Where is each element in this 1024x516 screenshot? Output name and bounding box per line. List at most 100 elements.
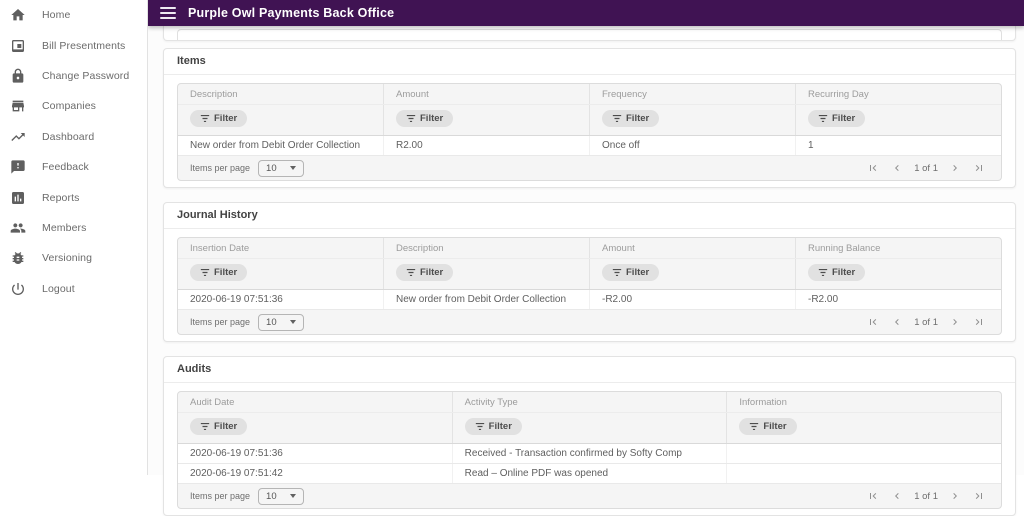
page-status: 1 of 1: [914, 490, 938, 502]
items-table: Description Amount Frequency Recurring D…: [177, 83, 1002, 181]
lock-icon: [9, 67, 26, 84]
last-page-button[interactable]: [967, 488, 991, 504]
sidebar-item-change-password[interactable]: Change Password: [0, 61, 147, 91]
column-header: Recurring Day: [808, 89, 869, 100]
last-page-button[interactable]: [967, 314, 991, 330]
table-row: New order from Debit Order Collection R2…: [178, 136, 1001, 156]
items-per-page-select[interactable]: 10: [258, 487, 305, 505]
filter-icon: [200, 269, 210, 276]
chevron-left-icon: [895, 493, 899, 499]
sidebar-item-reports[interactable]: Reports: [0, 182, 147, 212]
filter-icon: [750, 423, 759, 430]
first-page-button[interactable]: [861, 160, 885, 176]
column-header: Amount: [384, 84, 590, 104]
home-icon: [9, 7, 26, 24]
sidebar-item-home[interactable]: Home: [0, 0, 147, 30]
filter-button[interactable]: Filter: [739, 418, 797, 435]
filter-icon: [406, 269, 416, 276]
last-page-icon: [975, 165, 982, 171]
people-icon: [9, 219, 26, 236]
paginator: 1 of 1: [861, 314, 991, 330]
sidebar-item-feedback[interactable]: Feedback: [0, 152, 147, 182]
items-per-page-select[interactable]: 10: [258, 159, 305, 177]
items-filter-row: Filter Filter Filter Filter: [178, 105, 1001, 136]
items-card-title: Items: [164, 49, 1015, 75]
filter-button[interactable]: Filter: [396, 110, 454, 127]
sidebar-item-members[interactable]: Members: [0, 213, 147, 243]
paginator: 1 of 1: [861, 160, 991, 176]
table-row: 2020-06-19 07:51:36 Received - Transacti…: [178, 444, 1001, 464]
prev-page-button[interactable]: [885, 314, 909, 330]
next-page-button[interactable]: [943, 160, 967, 176]
sidebar-item-bill-presentments[interactable]: Bill Presentments: [0, 30, 147, 60]
page-status: 1 of 1: [914, 162, 938, 174]
column-header: Audit Date: [178, 392, 453, 412]
sidebar-item-companies[interactable]: Companies: [0, 91, 147, 121]
hamburger-menu-icon[interactable]: [160, 7, 176, 19]
column-header: Description: [178, 84, 384, 104]
power-icon: [9, 280, 26, 297]
audits-card-title: Audits: [164, 357, 1015, 383]
filter-button[interactable]: Filter: [190, 418, 248, 435]
prev-page-button[interactable]: [885, 488, 909, 504]
filter-button[interactable]: Filter: [190, 264, 248, 281]
chevron-down-icon: [290, 320, 297, 324]
feedback-icon: [9, 159, 26, 176]
audits-card: Audits Audit Date Activity Type Informat…: [163, 356, 1016, 516]
column-header: Amount: [590, 238, 796, 258]
sidebar-item-label: Bill Presentments: [42, 39, 126, 52]
filter-button[interactable]: Filter: [808, 264, 866, 281]
audits-table-footer: Items per page 10 1 of 1: [178, 484, 1001, 508]
chevron-left-icon: [895, 319, 899, 325]
filter-button[interactable]: Filter: [602, 110, 660, 127]
cell-recurring-day: 1: [808, 140, 814, 151]
clipped-card-inner-table: [177, 29, 1002, 40]
clipped-card: [163, 26, 1016, 41]
app-header: Purple Owl Payments Back Office: [148, 0, 1024, 26]
journal-history-table: Insertion Date Description Amount Runnin…: [177, 237, 1002, 335]
items-table-footer: Items per page 10 1 of 1: [178, 156, 1001, 180]
table-row: 2020-06-19 07:51:42 Read – Online PDF wa…: [178, 464, 1001, 484]
sidebar-item-logout[interactable]: Logout: [0, 274, 147, 304]
first-page-button[interactable]: [861, 314, 885, 330]
next-page-button[interactable]: [943, 314, 967, 330]
filter-button[interactable]: Filter: [602, 264, 660, 281]
sidebar-item-label: Companies: [42, 100, 97, 113]
sidebar-item-versioning[interactable]: Versioning: [0, 243, 147, 273]
cell-amount: -R2.00: [590, 290, 796, 309]
first-page-icon: [870, 493, 877, 499]
first-page-button[interactable]: [861, 488, 885, 504]
filter-button[interactable]: Filter: [190, 110, 248, 127]
next-page-button[interactable]: [943, 488, 967, 504]
sidebar-item-label: Feedback: [42, 161, 89, 174]
items-table-header-row: Description Amount Frequency Recurring D…: [178, 84, 1001, 105]
cell-information: [727, 464, 1001, 483]
filter-button[interactable]: Filter: [808, 110, 866, 127]
last-page-icon: [975, 319, 982, 325]
items-per-page-label: Items per page: [190, 491, 251, 501]
last-page-button[interactable]: [967, 160, 991, 176]
journal-history-card: Journal History Insertion Date Descripti…: [163, 202, 1016, 342]
column-header: Information: [739, 397, 787, 408]
items-per-page-select[interactable]: 10: [258, 313, 305, 331]
chevron-right-icon: [953, 493, 957, 499]
sidebar-item-label: Reports: [42, 191, 80, 204]
last-page-icon: [975, 493, 982, 499]
cell-amount: R2.00: [384, 136, 590, 155]
sidebar-item-label: Home: [42, 9, 71, 22]
cell-frequency: Once off: [590, 136, 796, 155]
items-card: Items Description Amount Frequency Recur…: [163, 48, 1016, 188]
filter-button[interactable]: Filter: [396, 264, 454, 281]
column-header: Description: [384, 238, 590, 258]
sidebar-item-label: Logout: [42, 282, 75, 295]
sidebar-item-dashboard[interactable]: Dashboard: [0, 122, 147, 152]
journal-filter-row: Filter Filter Filter Filter: [178, 259, 1001, 290]
items-per-page-label: Items per page: [190, 163, 251, 173]
first-page-icon: [870, 319, 877, 325]
content-area: Items Description Amount Frequency Recur…: [148, 26, 1024, 516]
prev-page-button[interactable]: [885, 160, 909, 176]
cell-audit-date: 2020-06-19 07:51:42: [178, 464, 453, 483]
journal-history-card-title: Journal History: [164, 203, 1015, 229]
filter-button[interactable]: Filter: [464, 418, 522, 435]
filter-icon: [475, 423, 484, 430]
